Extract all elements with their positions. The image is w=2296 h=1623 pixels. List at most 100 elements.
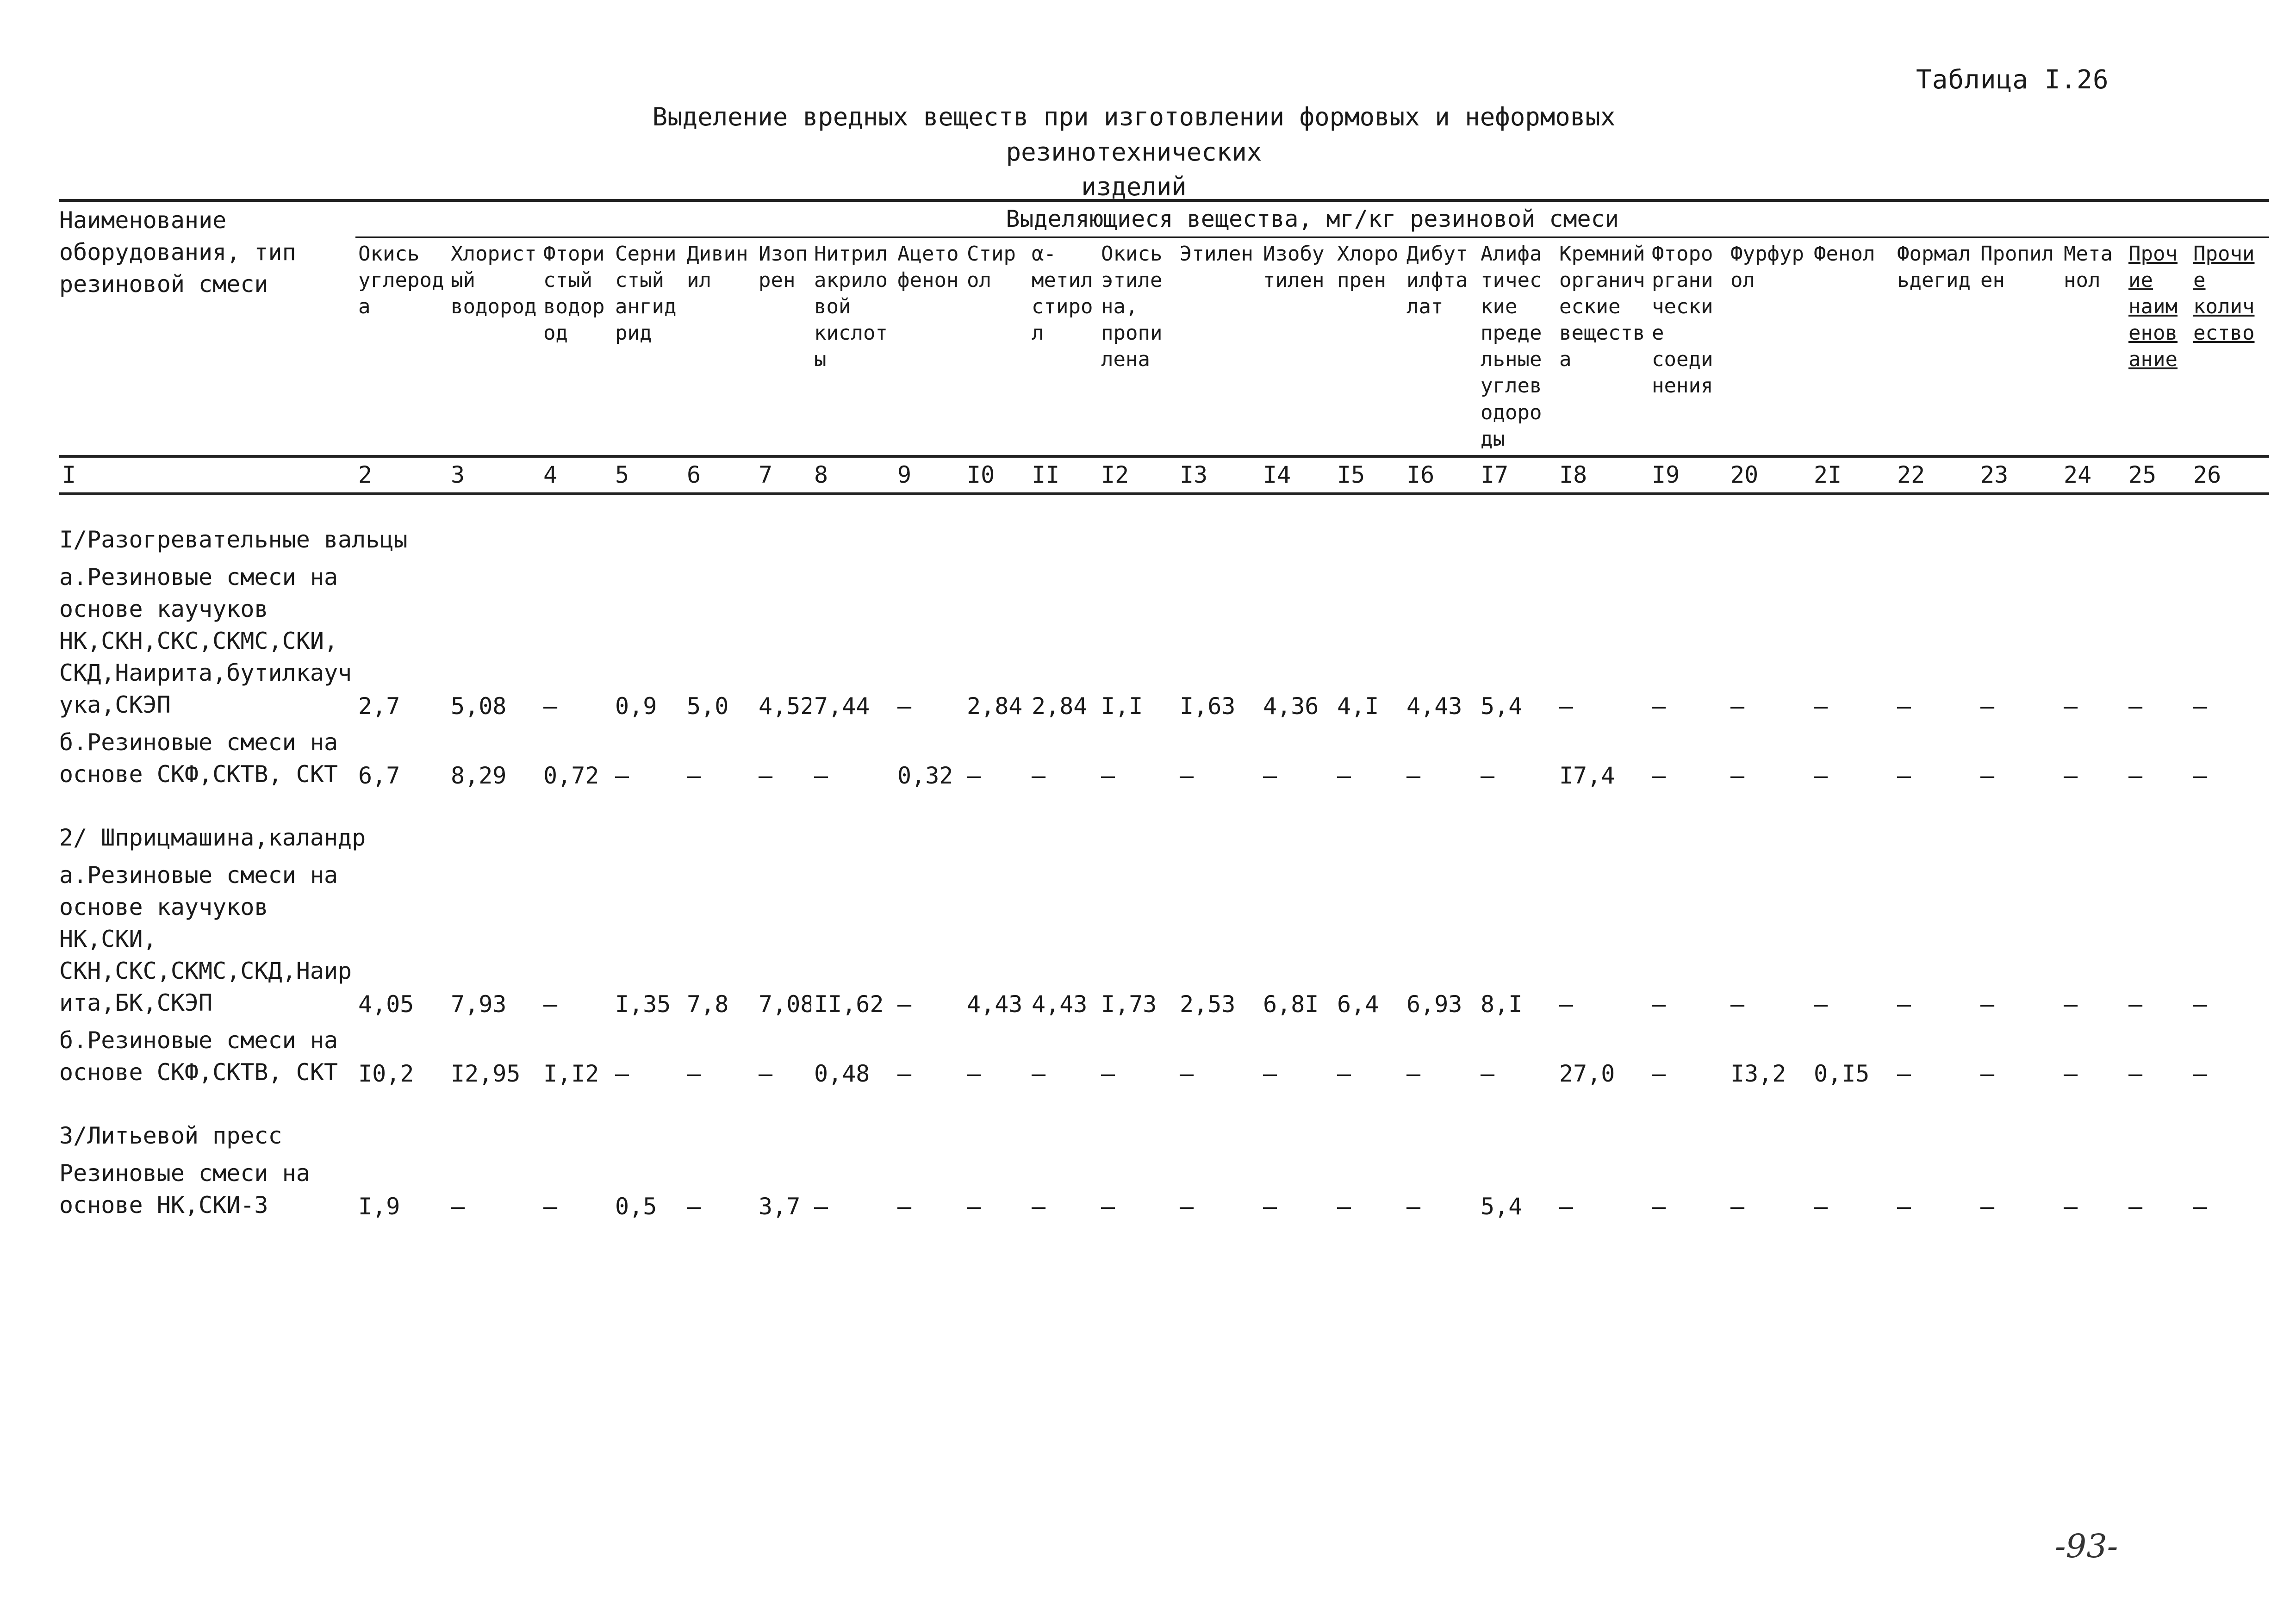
table-cell: I,9	[358, 1193, 400, 1220]
column-number-22: 22	[1894, 455, 1978, 495]
table-cell: –	[967, 762, 981, 789]
table-cell: –	[967, 1060, 981, 1087]
table-cell: 6,7	[358, 762, 400, 789]
table-cell: 4,I	[1337, 693, 1379, 720]
table-row: б.Резиновые смеси на основе СКФ,СКТВ, СК…	[59, 724, 2269, 793]
table-cell: –	[1481, 762, 1495, 789]
table-cell: –	[2193, 991, 2208, 1018]
column-number-3: 3	[448, 455, 541, 495]
table-cell: I2,95	[451, 1060, 521, 1087]
document-title: Выделение вредных веществ при изготовлен…	[532, 99, 1736, 205]
column-number-24: 24	[2061, 455, 2126, 495]
table-cell: –	[1337, 1060, 1351, 1087]
table-row: б.Резиновые смеси на основе СКФ,СКТВ, СК…	[59, 1022, 2269, 1091]
table-cell: 7,93	[451, 991, 507, 1018]
table-cell: –	[1980, 1060, 1995, 1087]
table-cell: –	[1180, 1193, 1194, 1220]
column-header-4: Фтористый водород	[541, 236, 612, 456]
column-header-14: Изобутилен	[1260, 236, 1334, 456]
table-cell: –	[1263, 762, 1277, 789]
row-name: б.Резиновые смеси на основе СКФ,СКТВ, СК…	[59, 1026, 338, 1086]
section-heading: 2/ Шприцмашина,каландр	[59, 824, 366, 851]
table-cell: I0,2	[358, 1060, 414, 1087]
column-number-I5: I5	[1334, 455, 1404, 495]
row-name: а.Резиновые смеси на основе каучуков НК,…	[59, 861, 352, 1016]
section-heading: 3/Литьевой пресс	[59, 1122, 282, 1149]
column-number-2I: 2I	[1811, 455, 1894, 495]
table-cell: 3,7	[759, 1193, 801, 1220]
table-cell: –	[2128, 991, 2143, 1018]
table-cell: –	[1814, 991, 1828, 1018]
table-cell: –	[1652, 762, 1666, 789]
spacer	[59, 1091, 2269, 1117]
table-cell: –	[2064, 762, 2078, 789]
table-cell: –	[1897, 693, 1911, 720]
table-cell: 6,8I	[1263, 991, 1319, 1018]
column-header-26: Прочие количество	[2190, 236, 2270, 456]
table-cell: –	[543, 1193, 558, 1220]
column-number-25: 25	[2126, 455, 2190, 495]
substances-group-header: Выделяющиеся вещества, мг/кг резиновой с…	[355, 199, 2270, 237]
column-number-6: 6	[684, 455, 756, 495]
table-cell: –	[1814, 693, 1828, 720]
column-header-3: Хлористый водород	[448, 236, 541, 456]
column-number-26: 26	[2190, 455, 2270, 495]
table-cell: I3,2	[1730, 1060, 1786, 1087]
table-cell: 5,08	[451, 693, 507, 720]
row-name: б.Резиновые смеси на основе СКФ,СКТВ, СК…	[59, 728, 338, 788]
table-cell: –	[1980, 762, 1995, 789]
table-cell: –	[687, 1193, 701, 1220]
title-line-2: изделий	[1081, 172, 1187, 202]
table-cell: 7,8	[687, 991, 729, 1018]
table-cell: –	[1730, 693, 1745, 720]
table-cell: 5,4	[1481, 693, 1523, 720]
spacer	[59, 494, 2269, 521]
column-number-5: 5	[612, 455, 684, 495]
table-cell: –	[1406, 1193, 1421, 1220]
table-cell: 27,0	[1559, 1060, 1615, 1087]
column-number-I6: I6	[1404, 455, 1478, 495]
table-cell: –	[2064, 693, 2078, 720]
table-cell: 0,I5	[1814, 1060, 1870, 1087]
table-cell: –	[1897, 991, 1911, 1018]
column-header-23: Пропилен	[1978, 236, 2061, 456]
table-cell: 7,44	[814, 693, 870, 720]
table-cell: –	[1730, 762, 1745, 789]
table-row: а.Резиновые смеси на основе каучуков НК,…	[59, 559, 2269, 724]
table-row: а.Резиновые смеси на основе каучуков НК,…	[59, 857, 2269, 1022]
table-cell: –	[1337, 762, 1351, 789]
table-cell: –	[2128, 1060, 2143, 1087]
section-heading: I/Разогревательные вальцы	[59, 526, 408, 553]
table-cell: –	[1980, 1193, 1995, 1220]
column-header-13: Этилен	[1177, 236, 1260, 456]
table-cell: –	[2128, 693, 2143, 720]
table-cell: –	[1652, 991, 1666, 1018]
table-cell: 5,0	[687, 693, 729, 720]
column-number-II: II	[1029, 455, 1098, 495]
table-cell: –	[1652, 1193, 1666, 1220]
table-cell: –	[1814, 762, 1828, 789]
table-cell: 2,84	[967, 693, 1023, 720]
column-header-9: Ацетофенон	[895, 236, 964, 456]
table-cell: –	[2193, 762, 2208, 789]
table-cell: 6,93	[1406, 991, 1462, 1018]
table-cell: 4,52	[759, 693, 811, 720]
column-header-12: Окись этилена, пропилена	[1098, 236, 1177, 456]
table-number: Таблица I.26	[1916, 65, 2109, 95]
column-number-8: 8	[811, 455, 895, 495]
table-cell: –	[1652, 693, 1666, 720]
table-cell: –	[615, 762, 629, 789]
column-header-17: Алифатические предельные углеводороды	[1478, 236, 1556, 456]
table-cell: –	[615, 1060, 629, 1087]
row-name: а.Резиновые смеси на основе каучуков НК,…	[59, 563, 352, 718]
table-cell: 4,43	[1406, 693, 1462, 720]
table-cell: –	[1180, 762, 1194, 789]
table-cell: –	[2128, 1193, 2143, 1220]
column-header-15: Хлоропрен	[1334, 236, 1404, 456]
table-cell: –	[1101, 1060, 1115, 1087]
table-cell: I,I	[1101, 693, 1143, 720]
column-header-6: Дивинил	[684, 236, 756, 456]
table-cell: 2,53	[1180, 991, 1236, 1018]
column-number-I9: I9	[1649, 455, 1728, 495]
column-header-11: α-метилстирол	[1029, 236, 1098, 456]
